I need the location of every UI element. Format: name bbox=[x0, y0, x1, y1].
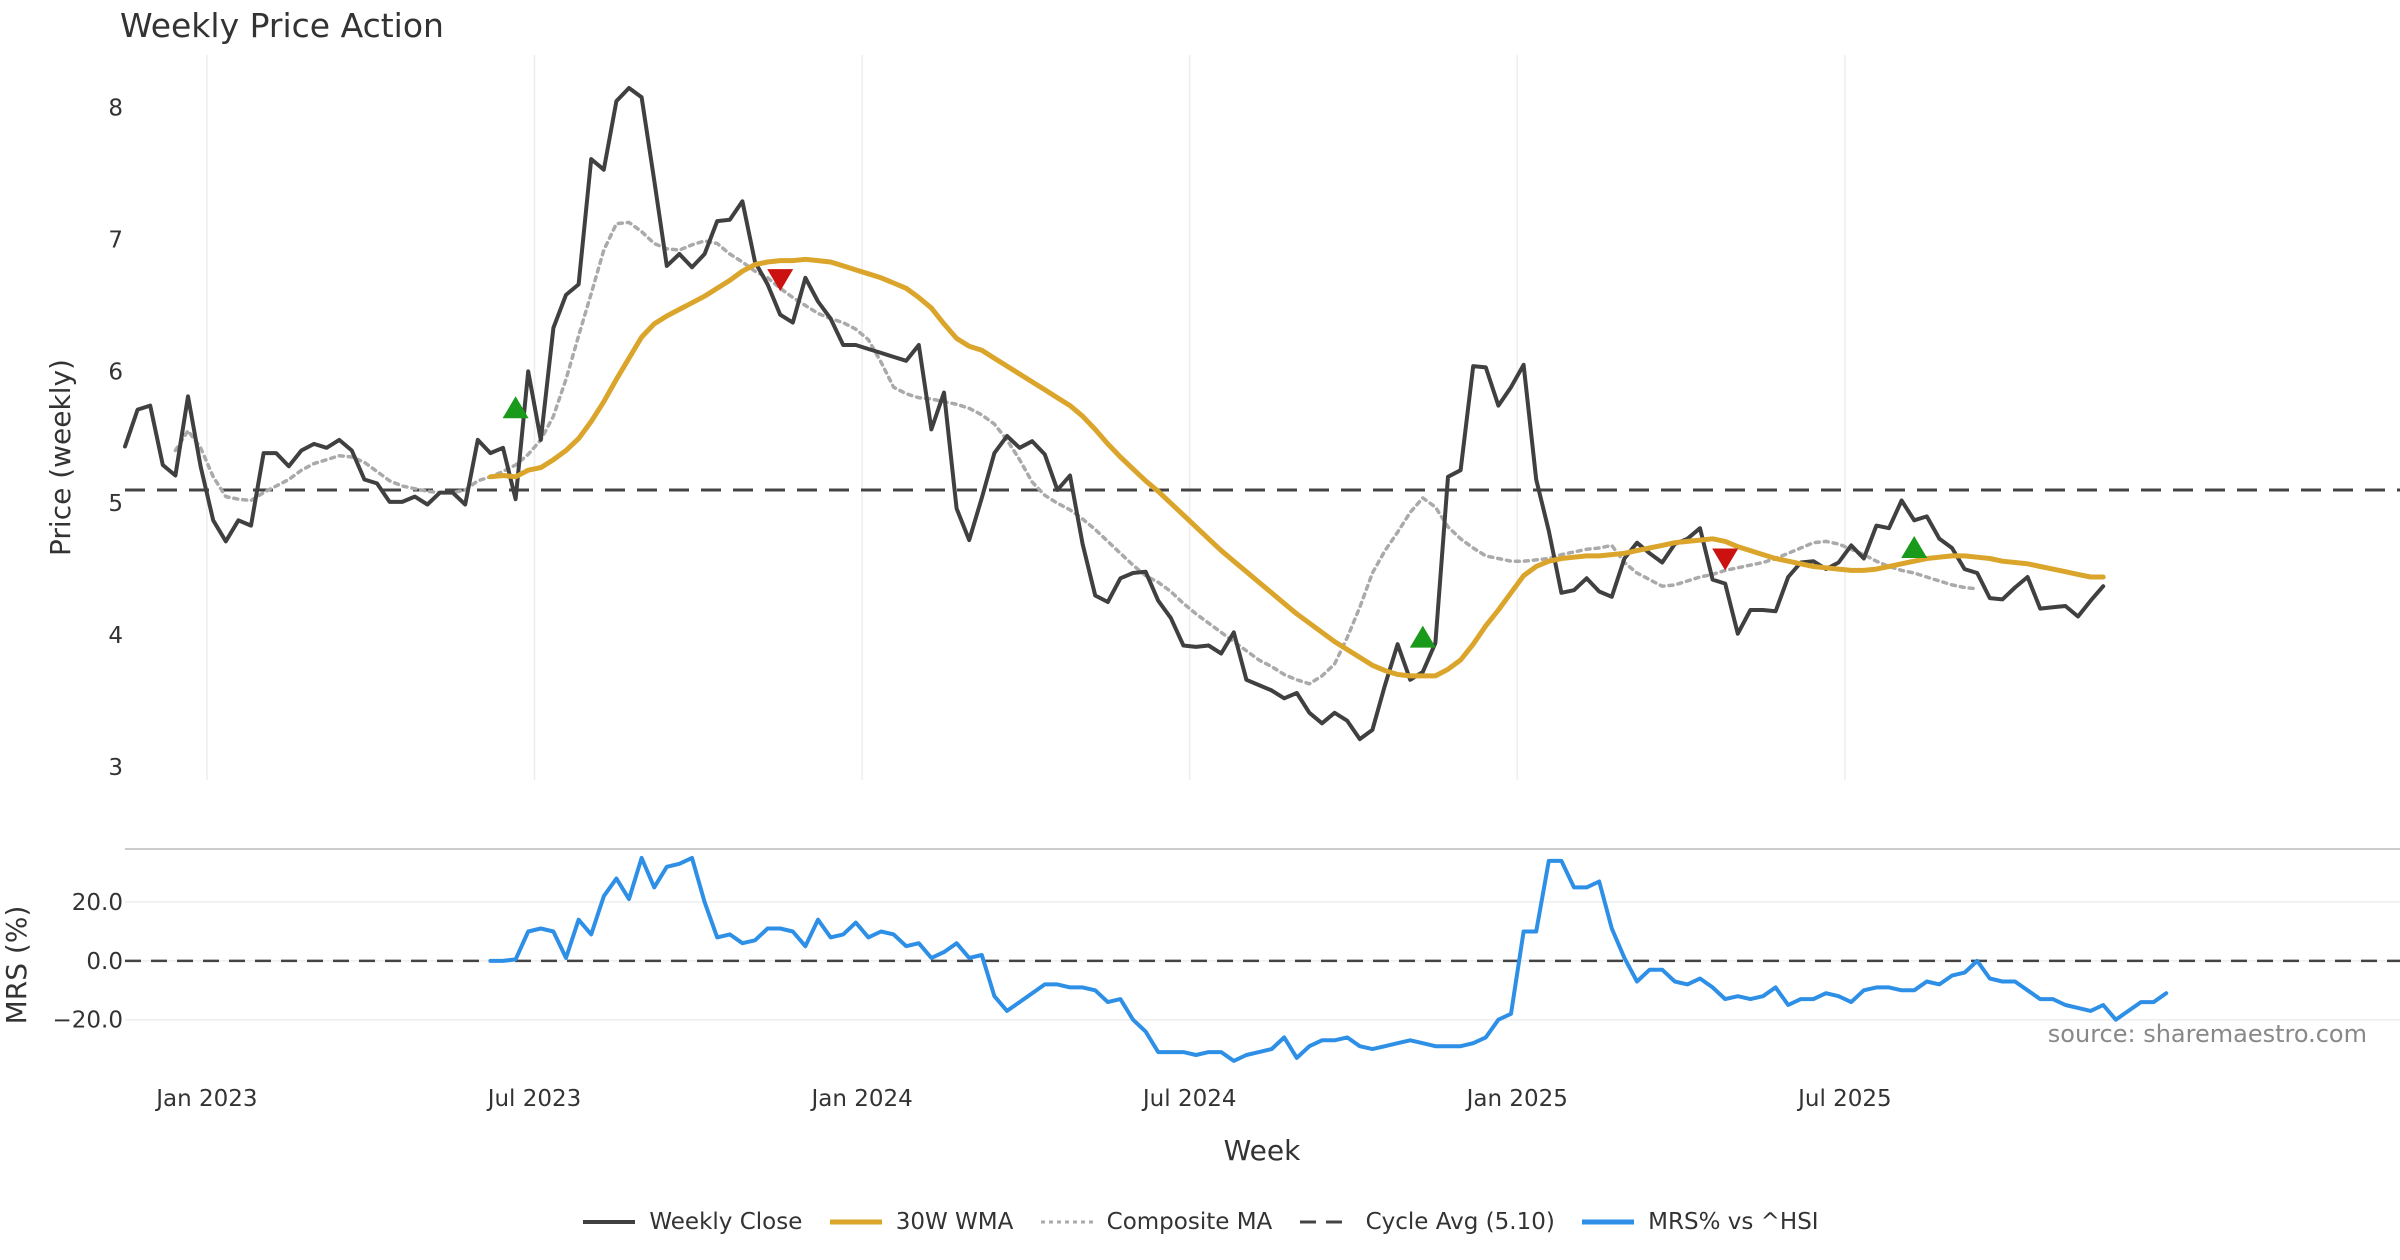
legend-swatch-weekly-close bbox=[581, 1216, 637, 1228]
legend-label-30w-wma: 30W WMA bbox=[895, 1209, 1014, 1235]
x-tick-label-5: Jul 2025 bbox=[1796, 1086, 1892, 1112]
x-tick-label-0: Jan 2023 bbox=[154, 1086, 257, 1112]
source-label: source: sharemaestro.com bbox=[2047, 1020, 2367, 1048]
legend-item-30w-wma: 30W WMA bbox=[828, 1209, 1014, 1235]
chart-legend: Weekly Close 30W WMA Composite MA Cycle … bbox=[0, 1208, 2400, 1235]
x-tick-label-3: Jul 2024 bbox=[1141, 1086, 1237, 1112]
legend-item-weekly-close: Weekly Close bbox=[581, 1209, 802, 1235]
legend-label-composite-ma: Composite MA bbox=[1106, 1209, 1273, 1235]
mrs-line bbox=[488, 855, 2169, 1063]
legend-swatch-30w-wma bbox=[828, 1216, 884, 1228]
legend-label-mrs: MRS% vs ^HSI bbox=[1648, 1209, 1819, 1235]
mrs-y-tick-0: 20.0 bbox=[72, 890, 123, 916]
price-y-tick-4: 7 bbox=[108, 228, 123, 254]
sell-signal-marker-1 bbox=[767, 269, 794, 292]
buy-signal-marker-4 bbox=[1901, 536, 1928, 558]
mrs-y-tick-1: 0.0 bbox=[86, 949, 123, 975]
legend-swatch-composite-ma bbox=[1039, 1216, 1095, 1228]
legend-label-cycle-avg: Cycle Avg (5.10) bbox=[1365, 1209, 1555, 1235]
sell-signal-marker-3 bbox=[1712, 548, 1739, 571]
legend-swatch-mrs bbox=[1580, 1216, 1636, 1228]
buy-signal-marker-0 bbox=[502, 396, 529, 419]
price-y-tick-0: 3 bbox=[108, 755, 123, 781]
weekly-close-line bbox=[123, 86, 2106, 742]
legend-swatch-cycle-avg bbox=[1298, 1216, 1354, 1228]
price-y-axis-label: Price (weekly) bbox=[44, 359, 77, 556]
price-y-tick-2: 5 bbox=[108, 491, 123, 517]
x-tick-label-4: Jan 2025 bbox=[1465, 1086, 1568, 1112]
legend-item-cycle-avg: Cycle Avg (5.10) bbox=[1298, 1209, 1555, 1235]
buy-signal-marker-2 bbox=[1409, 625, 1436, 648]
price-y-tick-3: 6 bbox=[108, 359, 123, 385]
chart-title: Weekly Price Action bbox=[120, 6, 444, 45]
x-tick-label-1: Jul 2023 bbox=[486, 1086, 582, 1112]
legend-item-mrs: MRS% vs ^HSI bbox=[1580, 1209, 1819, 1235]
x-axis-label: Week bbox=[1224, 1134, 1301, 1167]
wma-30w-line bbox=[487, 256, 2106, 679]
legend-label-weekly-close: Weekly Close bbox=[649, 1209, 803, 1235]
price-y-tick-5: 8 bbox=[108, 96, 123, 122]
mrs-y-tick-2: −20.0 bbox=[53, 1008, 123, 1034]
chart-canvas: Jan 2023 Jul 2023 Jan 2024 Jul 2024 Jan 2025… bbox=[0, 55, 2400, 1167]
mrs-y-axis-label: MRS (%) bbox=[0, 906, 33, 1025]
composite-ma-line bbox=[173, 220, 1979, 686]
legend-item-composite-ma: Composite MA bbox=[1039, 1209, 1273, 1235]
price-y-tick-1: 4 bbox=[108, 623, 123, 649]
x-tick-label-2: Jan 2024 bbox=[809, 1086, 912, 1112]
